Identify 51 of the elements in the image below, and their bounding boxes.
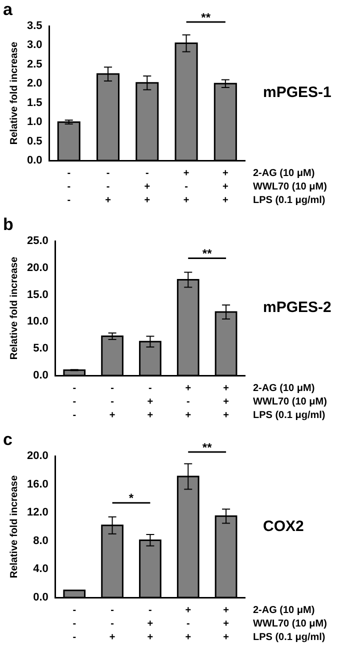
y-tick-label: 3.5 xyxy=(26,20,42,32)
y-tick-label: 12.0 xyxy=(26,506,48,519)
y-tick-label: 8.0 xyxy=(33,534,48,547)
y-tick-label: 4.0 xyxy=(33,563,48,576)
y-tick-label: 3.0 xyxy=(26,39,42,52)
y-tick-label: 10.0 xyxy=(26,316,48,328)
x-tick-label: + + + xyxy=(223,383,230,421)
y-axis-title: Relative fold increase xyxy=(8,474,20,578)
x-axis-title: 2-AG (10 μM) WWL70 (10 μM) LPS (0.1 μg/ml) xyxy=(253,383,327,421)
x-tick-label: + + + xyxy=(222,168,229,206)
y-tick-label: 20.0 xyxy=(26,450,48,462)
text: mPGES-1 xyxy=(263,83,332,104)
x-axis-title: 2-AG (10 μM) WWL70 (10 μM) LPS (0.1 μg/ml) xyxy=(253,168,327,206)
chart-title: c xyxy=(3,430,12,450)
x-tick-label: - + + xyxy=(147,383,154,421)
y-tick-label: 15.0 xyxy=(26,288,48,301)
x-tick-label: - + + xyxy=(144,168,150,206)
x-tick-label: - + + xyxy=(147,605,154,643)
x-tick-label: - - - xyxy=(72,383,76,421)
y-tick-label: 0.0 xyxy=(33,370,48,382)
text: ** xyxy=(202,440,212,454)
text: COX2 xyxy=(263,516,304,537)
text: ** xyxy=(201,10,211,24)
y-tick-label: 25.0 xyxy=(26,235,48,248)
y-tick-label: 1.0 xyxy=(26,116,42,128)
y-tick-label: 1.5 xyxy=(26,96,42,109)
y-axis-title: Relative fold increase xyxy=(8,256,20,360)
y-tick-label: 0.0 xyxy=(33,592,48,604)
x-tick-label: + + + xyxy=(223,605,230,643)
y-tick-label: 2.0 xyxy=(26,78,42,90)
x-tick-label: - - - xyxy=(72,605,76,643)
y-tick-label: 5.0 xyxy=(33,342,48,355)
x-tick-label: - - - xyxy=(67,168,71,206)
x-axis-title: 2-AG (10 μM) WWL70 (10 μM) LPS (0.1 μg/ml) xyxy=(253,605,327,643)
x-tick-label: - - + xyxy=(105,168,112,206)
x-tick-label: + - + xyxy=(185,605,192,643)
y-axis-title: Relative fold increase xyxy=(8,41,20,145)
chart-title: b xyxy=(3,215,14,234)
x-tick-label: + - + xyxy=(183,168,190,206)
x-tick-label: - - + xyxy=(109,605,116,643)
x-tick-label: - - + xyxy=(109,383,116,421)
y-tick-label: 2.5 xyxy=(26,58,42,70)
text: mPGES-2 xyxy=(263,298,332,318)
x-tick-label: + - + xyxy=(185,383,192,421)
annotation: * xyxy=(128,491,134,506)
y-tick-label: 0.5 xyxy=(26,135,42,148)
chart-title: a xyxy=(3,0,13,20)
y-tick-label: 0.0 xyxy=(26,154,42,167)
y-tick-label: 20.0 xyxy=(26,262,48,274)
annotation: ** xyxy=(202,246,212,261)
y-tick-label: 16.0 xyxy=(26,478,48,490)
